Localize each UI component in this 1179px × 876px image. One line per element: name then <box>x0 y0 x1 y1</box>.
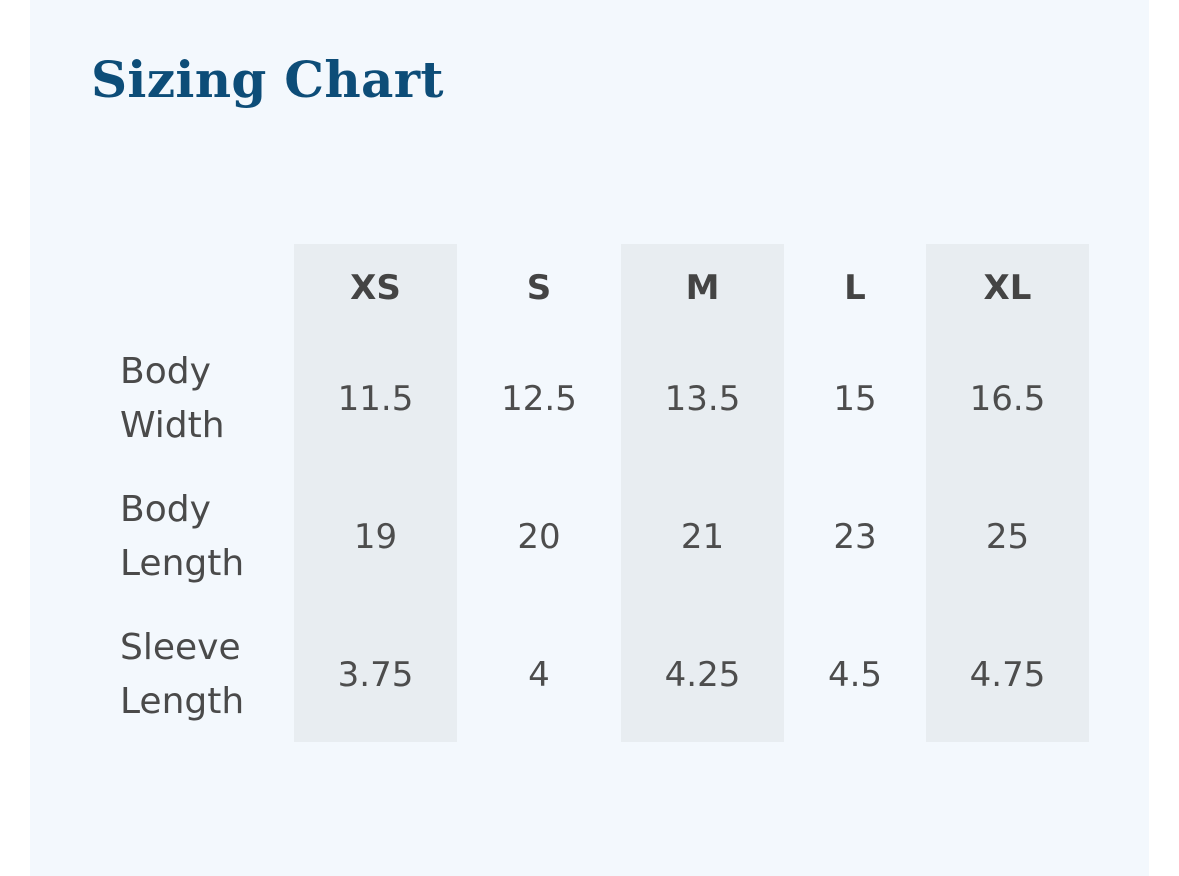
cell-body-width-s: 12.5 <box>501 379 577 419</box>
cell-body-length-s: 20 <box>517 517 561 557</box>
cell-body-width-xl: 16.5 <box>969 379 1046 419</box>
column-shade-xl <box>926 244 1089 742</box>
page-title: Sizing Chart <box>91 50 444 109</box>
row-label-body-length: Body Length <box>120 483 290 591</box>
cell-sleeve-length-m: 4.25 <box>664 655 741 695</box>
row-label-line1: Body <box>120 351 211 392</box>
row-label-body-width: Body Width <box>120 345 290 453</box>
cell-body-length-l: 23 <box>833 517 877 557</box>
column-shade-xs <box>294 244 457 742</box>
row-label-line2: Length <box>120 543 245 584</box>
cell-body-width-xs: 11.5 <box>337 379 414 419</box>
cell-body-width-m: 13.5 <box>664 379 741 419</box>
cell-sleeve-length-xs: 3.75 <box>337 655 414 695</box>
size-header-l: L <box>844 268 866 308</box>
cell-sleeve-length-s: 4 <box>528 655 550 695</box>
cell-sleeve-length-l: 4.5 <box>827 655 883 695</box>
cell-body-length-xl: 25 <box>985 517 1030 557</box>
column-shade-m <box>621 244 784 742</box>
row-label-line1: Sleeve <box>120 627 241 668</box>
row-label-line1: Body <box>120 489 211 530</box>
size-header-xs: XS <box>350 268 401 308</box>
size-header-m: M <box>685 268 720 308</box>
cell-body-length-m: 21 <box>680 517 725 557</box>
row-label-line2: Length <box>120 681 245 722</box>
row-label-line2: Width <box>120 405 225 446</box>
cell-sleeve-length-xl: 4.75 <box>969 655 1046 695</box>
cell-body-width-l: 15 <box>833 379 877 419</box>
row-label-sleeve-length: Sleeve Length <box>120 621 290 729</box>
size-header-s: S <box>526 268 552 308</box>
cell-body-length-xs: 19 <box>353 517 398 557</box>
size-header-xl: XL <box>983 268 1032 308</box>
